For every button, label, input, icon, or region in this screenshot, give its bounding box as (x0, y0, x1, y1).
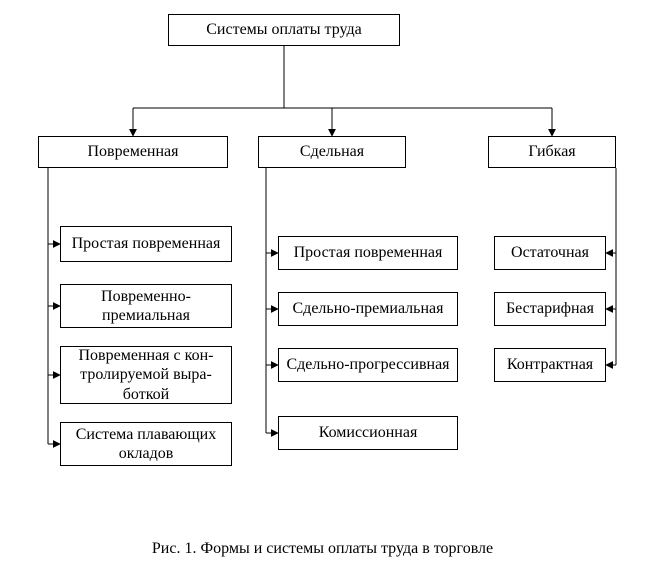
diagram-canvas: Системы оплаты труда Повременная Простая п… (0, 0, 645, 574)
item-sdelnaya-0: Простая повременная (278, 236, 458, 270)
branch-header-gibkaya: Гибкая (488, 136, 616, 168)
item-sdelnaya-3: Комиссионная (278, 416, 458, 450)
branch-header-sdelnaya: Сдельная (258, 136, 406, 168)
item-gibkaya-0: Остаточная (494, 236, 606, 270)
item-sdelnaya-1: Сдельно-премиальная (278, 292, 458, 326)
root-node: Системы оплаты труда (168, 14, 400, 46)
item-povremennaya-2: Повременная с кон-тролируемой выра-ботко… (60, 346, 232, 404)
item-gibkaya-2: Контрактная (494, 348, 606, 382)
item-gibkaya-1: Бестарифная (494, 292, 606, 326)
figure-caption: Рис. 1. Формы и системы оплаты труда в т… (0, 540, 645, 558)
item-povremennaya-3: Система плавающихокладов (60, 422, 232, 466)
item-povremennaya-0: Простая повременная (60, 226, 232, 262)
branch-header-povremennaya: Повременная (38, 136, 228, 168)
item-sdelnaya-2: Сдельно-прогрессивная (278, 348, 458, 382)
item-povremennaya-1: Повременно-премиальная (60, 284, 232, 328)
